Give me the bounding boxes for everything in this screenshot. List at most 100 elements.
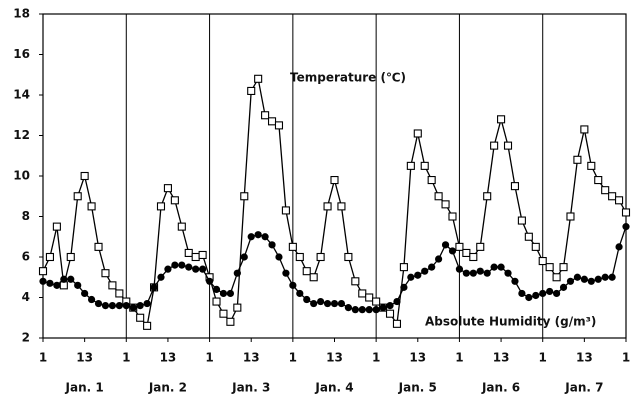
temperature-marker (517, 216, 526, 225)
temperature-marker (38, 267, 48, 276)
humidity-marker (539, 289, 547, 298)
temperature-marker (184, 248, 193, 257)
humidity-marker (310, 299, 318, 308)
temperature-marker (344, 252, 353, 262)
temperature-marker (274, 121, 284, 130)
humidity-marker (407, 273, 415, 281)
y-tick-label: 12 (13, 128, 30, 142)
x-tick-label: 13 (160, 351, 177, 365)
temperature-marker (358, 289, 367, 298)
humidity-marker (205, 277, 214, 285)
temperature-marker (302, 267, 311, 276)
temperature-marker (566, 212, 575, 221)
humidity-marker (469, 269, 477, 277)
x-tick-label: 13 (409, 351, 426, 365)
y-tick-label: 8 (22, 209, 30, 223)
temperature-marker (476, 242, 485, 251)
humidity-marker (143, 299, 151, 308)
temperature-marker (115, 289, 124, 298)
humidity-marker (435, 255, 443, 263)
day-label: Jan. 6 (481, 381, 520, 395)
temperature-marker (392, 319, 402, 328)
temperature-marker (385, 309, 395, 318)
y-tick-label: 10 (13, 169, 30, 183)
humidity-marker (546, 287, 554, 296)
humidity-marker (122, 302, 130, 310)
humidity-marker (351, 306, 359, 314)
temperature-marker (219, 309, 228, 318)
humidity-marker (157, 273, 165, 281)
temperature-marker (316, 252, 325, 262)
temperature-marker (538, 256, 547, 266)
temperature-marker (372, 297, 381, 306)
y-tick-label: 14 (13, 88, 30, 102)
humidity-marker (240, 253, 248, 261)
x-tick-label: 1 (39, 351, 47, 365)
humidity-marker (53, 281, 61, 289)
humidity-marker (365, 306, 373, 314)
temperature-marker (441, 200, 450, 209)
temperature-marker (143, 321, 152, 330)
temperature-marker (87, 202, 96, 211)
temperature-marker (323, 202, 332, 211)
humidity-marker (476, 267, 484, 275)
humidity-marker (559, 283, 568, 291)
temperature-marker (621, 208, 631, 217)
temperature-marker (399, 263, 408, 272)
x-tick-label: 1 (539, 351, 547, 365)
humidity-marker (81, 289, 89, 298)
temperature-marker (177, 222, 186, 231)
humidity-marker (448, 247, 457, 255)
humidity-marker (67, 275, 75, 283)
temperature-marker (136, 313, 145, 322)
temperature-marker (108, 281, 117, 290)
temperature-marker (455, 242, 464, 251)
day-label: Jan. 1 (65, 381, 104, 395)
temperature-marker (66, 252, 75, 262)
temperature-label: Temperature (℃) (290, 71, 406, 85)
temperature-marker (420, 161, 429, 170)
humidity-marker (164, 265, 172, 273)
x-tick-label: 13 (326, 351, 343, 365)
series-line (42, 76, 627, 328)
day-label: Jan. 4 (314, 381, 353, 395)
x-tick-label: 1 (122, 351, 130, 365)
humidity-marker (261, 233, 269, 241)
temperature-marker (510, 182, 520, 191)
temperature-marker (101, 269, 110, 278)
temperature-marker (608, 192, 617, 201)
temperature-marker (267, 117, 277, 126)
humidity-marker (573, 273, 582, 281)
temperature-marker (545, 263, 554, 272)
humidity-marker (192, 265, 200, 273)
humidity-marker (303, 295, 311, 304)
temperature-marker (615, 196, 624, 205)
humidity-marker (372, 306, 380, 314)
temperature-marker (413, 129, 422, 138)
humidity-marker (622, 223, 630, 231)
humidity-marker (497, 263, 505, 271)
humidity-marker (185, 263, 193, 271)
temperature-marker (191, 252, 200, 262)
humidity-marker (199, 265, 207, 273)
x-tick-label: 13 (576, 351, 593, 365)
x-tick-label: 13 (76, 351, 93, 365)
x-tick-label: 1 (205, 351, 213, 365)
temperature-marker (240, 192, 249, 201)
humidity-marker (421, 267, 429, 275)
temperature-marker (587, 161, 596, 170)
humidity-marker (226, 289, 234, 298)
temperature-marker (365, 293, 374, 302)
temperature-marker (261, 111, 270, 120)
temperature-marker (531, 242, 540, 251)
humidity-marker (552, 289, 561, 298)
humidity-marker (490, 263, 498, 271)
humidity-marker (566, 277, 575, 285)
x-tick-label: 1 (455, 351, 463, 365)
humidity-marker (608, 273, 616, 281)
x-tick-label: 1 (622, 351, 630, 365)
humidity-marker (400, 283, 408, 291)
temperature-marker (254, 74, 263, 83)
humidity-marker (129, 304, 137, 312)
temperature-marker (503, 141, 513, 150)
